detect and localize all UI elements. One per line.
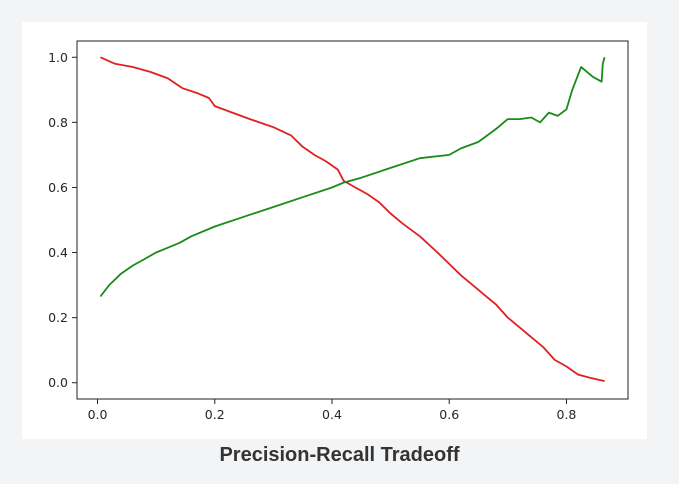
- y-tick-label: 0.6: [48, 180, 68, 195]
- green-series-line: [99, 57, 606, 298]
- red-series-line: [100, 56, 605, 382]
- figure-card: 0.0 0.2 0.4 0.6 0.8 0.0 0.2 0.4 0.6 0.8 1.0: [22, 22, 647, 439]
- y-tick-label: 0.8: [48, 115, 68, 130]
- plot-frame: [76, 40, 629, 400]
- x-tick-label: 0.4: [322, 407, 342, 422]
- x-tick-label: 0.8: [557, 407, 577, 422]
- y-tick-label: 1.0: [48, 50, 68, 65]
- figure-caption: Precision-Recall Tradeoff: [219, 444, 460, 466]
- x-tick-label: 0.2: [205, 407, 225, 422]
- x-tick-label: 0.6: [439, 407, 459, 422]
- precision-recall-chart: 0.0 0.2 0.4 0.6 0.8 0.0 0.2 0.4 0.6 0.8 1.0: [48, 40, 629, 422]
- y-tick-label: 0.2: [48, 310, 68, 325]
- y-tick-label: 0.0: [48, 375, 68, 390]
- x-tick-label: 0.0: [88, 407, 108, 422]
- y-tick-label: 0.4: [48, 245, 68, 260]
